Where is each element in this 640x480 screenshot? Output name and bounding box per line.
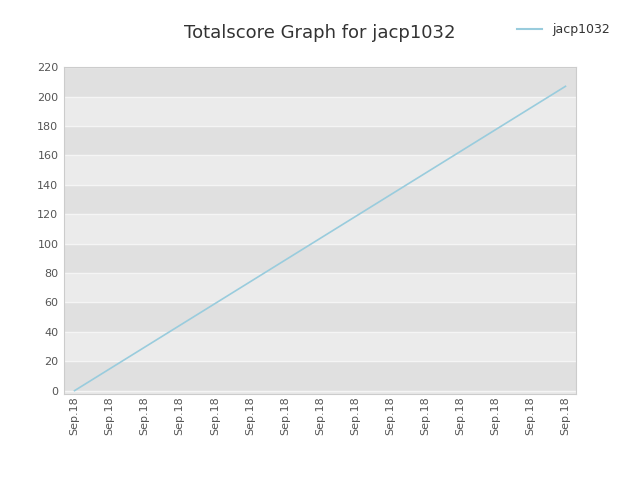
- jacp1032: [281, 257, 289, 263]
- Bar: [64, 302, 576, 332]
- Bar: [64, 126, 576, 156]
- Line: jacp1032: jacp1032: [74, 86, 566, 391]
- Bar: [64, 361, 576, 391]
- jacp1032: [562, 84, 570, 89]
- jacp1032: [176, 323, 184, 328]
- jacp1032: [527, 105, 534, 111]
- Bar: [64, 214, 576, 244]
- jacp1032: [316, 236, 324, 241]
- Bar: [64, 185, 576, 214]
- Legend: jacp1032: jacp1032: [512, 18, 614, 41]
- jacp1032: [106, 366, 113, 372]
- Bar: [64, 273, 576, 302]
- jacp1032: [456, 149, 464, 155]
- Text: Totalscore Graph for jacp1032: Totalscore Graph for jacp1032: [184, 24, 456, 42]
- Bar: [64, 96, 576, 126]
- Bar: [64, 244, 576, 273]
- Bar: [64, 156, 576, 185]
- jacp1032: [351, 214, 359, 220]
- jacp1032: [246, 279, 253, 285]
- jacp1032: [141, 344, 148, 350]
- jacp1032: [70, 388, 78, 394]
- jacp1032: [387, 192, 394, 198]
- jacp1032: [211, 301, 219, 307]
- Bar: [64, 332, 576, 361]
- Bar: [64, 67, 576, 96]
- jacp1032: [421, 170, 429, 176]
- jacp1032: [492, 127, 499, 132]
